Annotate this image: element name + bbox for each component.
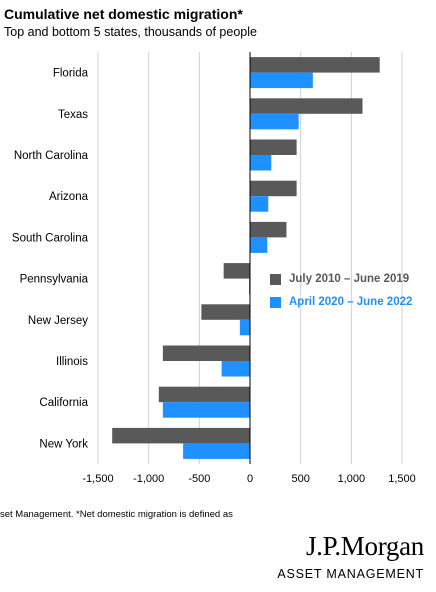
- x-tick-label: -1,000: [133, 473, 164, 485]
- bar-1-south-carolina: [250, 221, 287, 238]
- bar-2-north-carolina: [250, 155, 272, 171]
- legend-item-series-1: July 2010 – June 2019: [270, 272, 409, 286]
- category-label: New York: [39, 438, 88, 450]
- x-tick-label: -1,500: [82, 473, 113, 485]
- bar-2-new-york: [183, 443, 250, 459]
- legend-label-series-1: July 2010 – June 2019: [289, 273, 410, 285]
- bar-chart: Florida Texas North Carolina Arizona South C…: [12, 52, 416, 485]
- x-tick-label: -500: [188, 473, 210, 485]
- bar-2-pennsylvania: [248, 278, 250, 295]
- x-tick-label: 0: [247, 473, 253, 485]
- bar-1-illinois: [162, 345, 250, 361]
- legend-item-series-2: April 2020 – June 2022: [270, 295, 412, 309]
- category-label: Illinois: [56, 356, 88, 368]
- category-label: Florida: [53, 68, 89, 80]
- footnote: set Management. *Net domestic migration …: [0, 509, 233, 520]
- bar-1-north-carolina: [250, 139, 297, 155]
- bar-1-arizona: [250, 180, 297, 197]
- category-label: Arizona: [49, 191, 89, 203]
- legend-label-series-2: April 2020 – June 2022: [289, 296, 413, 308]
- bar-2-south-carolina: [250, 237, 268, 253]
- category-label: South Carolina: [12, 232, 89, 244]
- bar-2-arizona: [250, 196, 269, 212]
- bar-1-texas: [250, 98, 363, 114]
- legend-swatch-series-1: [270, 273, 281, 285]
- category-label: New Jersey: [28, 315, 88, 327]
- chart-title: Cumulative net domestic migration*: [4, 6, 243, 22]
- bar-2-texas: [250, 113, 299, 130]
- bar-2-florida: [250, 72, 313, 89]
- x-tick-label: 500: [291, 473, 309, 485]
- category-label: Texas: [58, 109, 88, 121]
- chart-subtitle: Top and bottom 5 states, thousands of pe…: [4, 25, 257, 39]
- category-label: North Carolina: [14, 150, 89, 162]
- jpmorgan-logo: J.P.Morgan: [305, 531, 424, 561]
- bar-1-new-jersey: [201, 304, 250, 320]
- bar-1-california: [158, 386, 250, 403]
- x-tick-label: 1,500: [388, 473, 416, 485]
- x-tick-label: 1,000: [338, 473, 366, 485]
- bar-2-illinois: [221, 361, 250, 377]
- bar-1-florida: [250, 57, 380, 73]
- legend-swatch-series-2: [270, 296, 281, 308]
- bar-2-new-jersey: [239, 319, 250, 336]
- bar-1-new-york: [112, 427, 250, 444]
- bar-1-pennsylvania: [223, 263, 250, 279]
- bar-2-california: [162, 402, 250, 418]
- category-label: California: [39, 397, 88, 409]
- category-label: Pennsylvania: [20, 274, 89, 286]
- asset-management-logo-text: ASSET MANAGEMENT: [277, 567, 424, 581]
